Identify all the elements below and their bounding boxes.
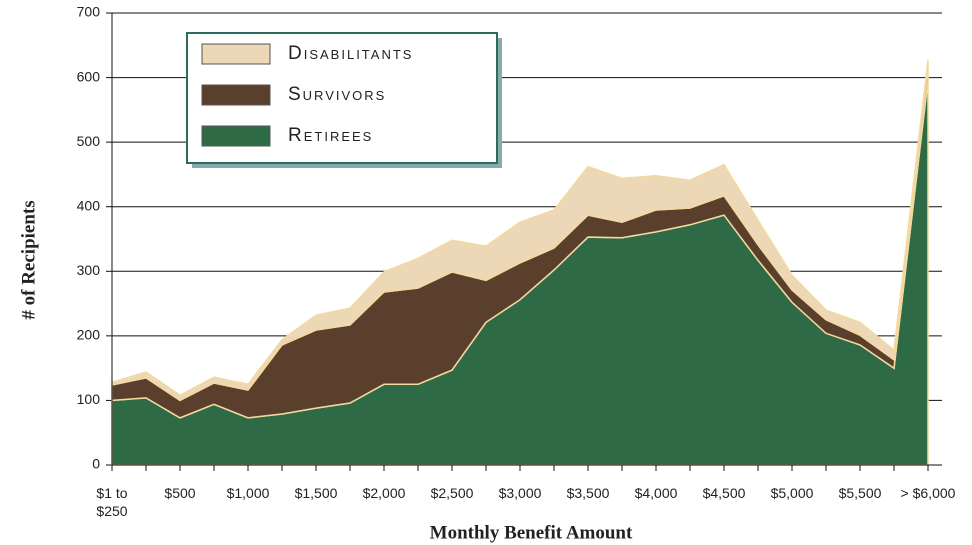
x-tick-label: $5,500 xyxy=(838,485,882,501)
y-tick-label: 400 xyxy=(77,197,101,213)
y-tick-label: 100 xyxy=(77,391,101,407)
y-tick-label: 600 xyxy=(77,68,101,84)
x-tick-label: $1,000 xyxy=(226,485,270,501)
y-tick-label: 500 xyxy=(77,133,101,149)
x-tick-label: $2,000 xyxy=(362,485,406,501)
legend-swatch xyxy=(201,43,271,65)
x-tick-label: > $6,000 xyxy=(900,485,956,501)
x-tick-label: $1,500 xyxy=(294,485,338,501)
x-tick-label: $2,500 xyxy=(430,485,474,501)
x-tick-label: $4,000 xyxy=(634,485,678,501)
legend-swatch xyxy=(201,84,271,106)
y-tick-label: 300 xyxy=(77,262,101,278)
y-tick-label: 0 xyxy=(92,456,100,472)
x-tick-label: $500 xyxy=(164,485,196,501)
legend-label: Survivors xyxy=(288,84,386,105)
x-tick-label: $1 to $250 xyxy=(96,485,128,519)
y-tick-label: 200 xyxy=(77,327,101,343)
x-tick-label: $3,500 xyxy=(566,485,610,501)
legend-swatch xyxy=(201,125,271,147)
y-tick-label: 700 xyxy=(77,4,101,20)
x-tick-label: $3,000 xyxy=(498,485,542,501)
x-tick-label: $5,000 xyxy=(770,485,814,501)
y-axis-title: # of Recipients xyxy=(18,200,39,319)
x-tick-label: $4,500 xyxy=(702,485,746,501)
legend-label: Retirees xyxy=(288,125,373,146)
legend-label: Disabilitants xyxy=(288,43,413,64)
area xyxy=(111,60,929,402)
x-axis-title: Monthly Benefit Amount xyxy=(430,522,633,543)
